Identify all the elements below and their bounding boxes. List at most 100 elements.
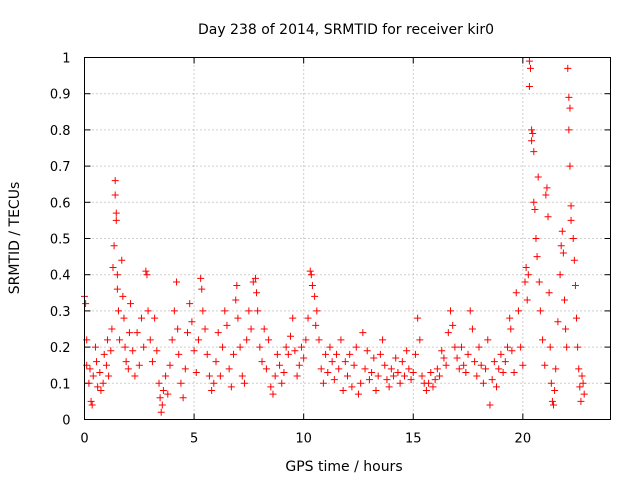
data-point <box>354 390 362 398</box>
data-point <box>155 379 163 387</box>
data-point <box>164 390 172 398</box>
data-point <box>240 379 248 387</box>
data-point <box>495 365 503 373</box>
data-point <box>124 365 132 373</box>
data-point <box>140 343 148 351</box>
data-point <box>576 383 584 391</box>
data-point <box>86 365 94 373</box>
data-point <box>146 336 154 344</box>
data-point <box>566 162 574 170</box>
grid-layer <box>84 57 611 420</box>
data-point <box>151 314 159 322</box>
data-point <box>188 318 196 326</box>
data-point <box>379 336 387 344</box>
data-point <box>225 365 233 373</box>
chart-title: Day 238 of 2014, SRMTID for receiver kir… <box>198 22 494 38</box>
data-point <box>208 387 216 395</box>
data-point <box>532 235 540 242</box>
data-point <box>552 365 560 373</box>
data-point <box>567 216 575 224</box>
data-point <box>230 350 238 358</box>
data-point <box>245 307 253 315</box>
data-point <box>565 126 573 134</box>
data-point <box>96 368 104 376</box>
data-point <box>276 361 284 369</box>
data-point <box>344 372 351 380</box>
data-point <box>383 376 391 384</box>
data-point <box>125 329 133 337</box>
data-point <box>233 282 241 290</box>
data-point <box>438 347 446 355</box>
data-point <box>173 278 181 286</box>
data-point <box>265 336 273 344</box>
data-point <box>89 372 97 380</box>
data-point <box>560 296 568 304</box>
data-point <box>546 343 554 351</box>
data-point <box>559 249 567 257</box>
data-point <box>514 307 522 315</box>
data-point <box>105 372 113 380</box>
data-point <box>184 329 192 337</box>
data-point <box>531 206 539 214</box>
data-point <box>543 184 551 192</box>
data-point <box>247 325 255 333</box>
data-point <box>278 379 286 387</box>
data-point <box>407 376 415 384</box>
data-point <box>174 325 182 333</box>
data-point <box>273 350 281 358</box>
data-point <box>291 347 299 355</box>
data-point <box>503 343 511 351</box>
data-point <box>522 263 530 271</box>
data-point <box>557 242 565 250</box>
points-layer <box>81 57 588 416</box>
data-point <box>121 343 129 351</box>
data-point <box>506 314 514 322</box>
y-tick-label: 0.8 <box>50 124 71 139</box>
data-point <box>418 372 426 380</box>
data-point <box>558 227 566 235</box>
data-point <box>497 350 505 358</box>
y-tick-label: 0 <box>62 414 70 429</box>
data-point <box>293 372 301 380</box>
data-point <box>186 300 194 308</box>
data-point <box>579 379 587 387</box>
y-tick-label: 1 <box>62 52 70 67</box>
data-point <box>457 343 465 351</box>
data-point <box>131 372 139 380</box>
data-point <box>249 278 257 286</box>
data-point <box>544 213 552 221</box>
data-point <box>135 361 143 369</box>
data-point <box>179 394 187 402</box>
data-point <box>326 343 334 351</box>
tick-layer: 00.10.20.30.40.50.60.70.80.910 5 10 15 20 <box>50 52 611 447</box>
x-tick-label: 0 <box>80 432 88 447</box>
data-point <box>269 390 277 398</box>
data-point <box>554 318 562 326</box>
data-point <box>488 376 496 384</box>
data-point <box>297 343 305 351</box>
data-point <box>94 383 102 391</box>
data-point <box>107 347 115 355</box>
data-point <box>493 383 501 391</box>
data-point <box>442 361 450 369</box>
data-point <box>368 368 376 376</box>
data-point <box>363 347 371 355</box>
y-tick-label: 0.2 <box>50 341 71 356</box>
data-point <box>372 387 380 395</box>
data-point <box>282 343 290 351</box>
data-point <box>168 336 176 344</box>
data-point <box>156 394 164 402</box>
data-point <box>216 372 224 380</box>
data-point <box>346 350 354 358</box>
data-point <box>390 372 398 380</box>
data-point <box>300 354 308 362</box>
data-point <box>523 296 531 304</box>
data-point <box>251 274 259 282</box>
data-point <box>129 347 137 355</box>
data-point <box>97 387 105 395</box>
data-point <box>566 104 574 112</box>
data-point <box>100 350 108 358</box>
data-point <box>102 361 110 369</box>
data-point <box>453 354 461 362</box>
data-point <box>534 173 542 181</box>
